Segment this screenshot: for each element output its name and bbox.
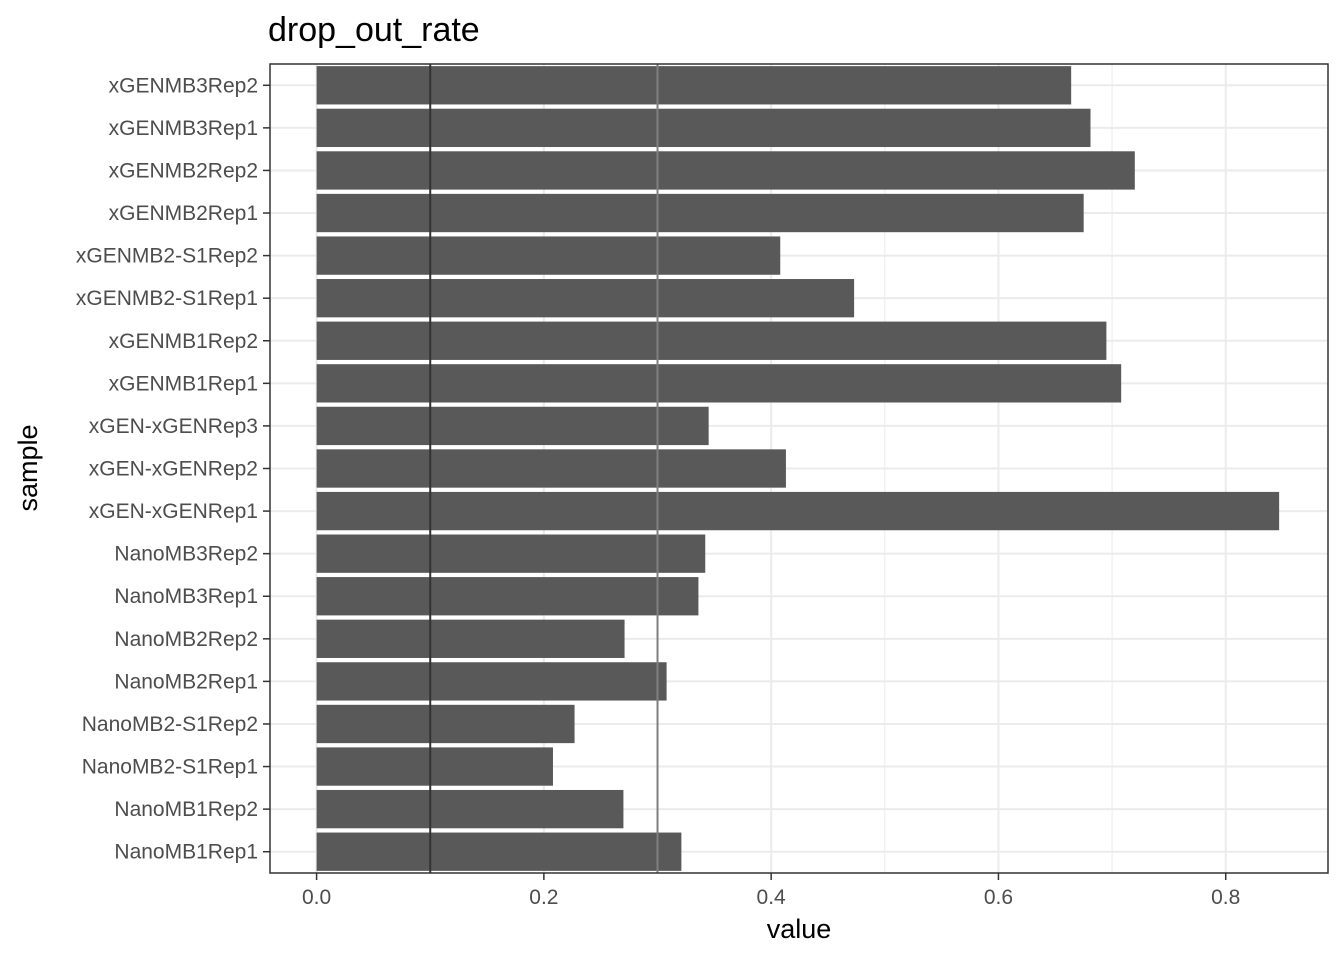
y-tick-label: NanoMB1Rep1: [114, 841, 258, 864]
bar: [316, 108, 1091, 148]
y-tick-label: xGENMB2Rep2: [109, 159, 258, 182]
x-tick-label: 0.4: [757, 886, 787, 909]
y-tick-label: xGENMB1Rep1: [109, 372, 258, 395]
x-tick-label: 0.2: [529, 886, 558, 909]
bar: [316, 832, 682, 871]
y-tick-label: xGENMB3Rep1: [109, 117, 258, 140]
y-tick-label: xGENMB2-S1Rep2: [76, 245, 258, 268]
bar: [316, 151, 1135, 190]
y-tick-label: NanoMB2Rep1: [114, 670, 258, 693]
x-tick-label: 0.6: [984, 886, 1013, 909]
y-tick-label: NanoMB2Rep2: [114, 628, 258, 651]
bar: [316, 364, 1122, 403]
bars: [316, 66, 1280, 871]
y-tick-label: xGEN-xGENRep3: [89, 415, 258, 438]
bar: [316, 321, 1107, 360]
x-tick-label: 0.8: [1211, 886, 1240, 909]
bar: [316, 279, 855, 318]
bar: [316, 619, 625, 658]
y-tick-label: NanoMB1Rep2: [114, 798, 258, 821]
y-tick-label: xGENMB1Rep2: [109, 330, 258, 353]
y-axis: NanoMB1Rep1 NanoMB1Rep2 NanoMB2-S1Rep1 Nano…: [76, 74, 270, 864]
y-axis-title: sample: [13, 424, 43, 511]
bar: [316, 491, 1280, 531]
bar: [316, 534, 706, 573]
bar: [316, 662, 667, 701]
y-tick-label: NanoMB3Rep1: [114, 585, 258, 608]
y-tick-label: NanoMB2-S1Rep2: [82, 713, 258, 736]
bar: [316, 577, 699, 616]
y-tick-label: xGEN-xGENRep2: [89, 458, 258, 481]
x-axis: 0.0 0.2 0.4 0.6 0.8: [302, 873, 1240, 909]
y-tick-label: xGENMB2-S1Rep1: [76, 287, 258, 310]
y-tick-label: NanoMB2-S1Rep1: [82, 756, 258, 779]
chart-title: drop_out_rate: [268, 11, 480, 49]
x-tick-label: 0.0: [302, 886, 331, 909]
bar: [316, 236, 781, 275]
y-tick-label: xGEN-xGENRep1: [89, 500, 258, 523]
y-tick-label: xGENMB3Rep2: [109, 74, 258, 97]
bar: [316, 66, 1072, 105]
bar: [316, 406, 709, 446]
reference-lines: [429, 64, 659, 873]
bar: [316, 193, 1084, 233]
bar: [316, 704, 575, 744]
bar: [316, 789, 624, 829]
x-axis-title: value: [767, 914, 832, 944]
bar: [316, 747, 553, 786]
bar: [316, 449, 786, 488]
y-tick-label: NanoMB3Rep2: [114, 543, 258, 566]
y-tick-label: xGENMB2Rep1: [109, 202, 258, 225]
